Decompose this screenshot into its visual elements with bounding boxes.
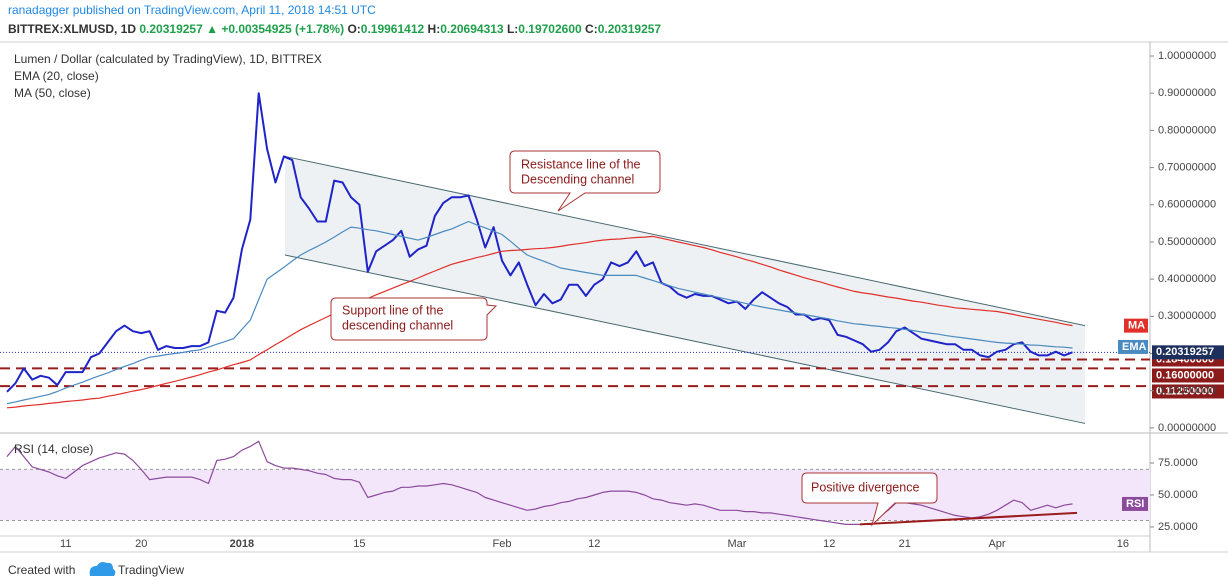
ma-tag-box (1124, 318, 1148, 333)
x-tick-label: 12 (588, 538, 600, 550)
ohlc-value: 0.19961412 (361, 22, 425, 36)
y-tick-label: 0.90000000 (1158, 87, 1216, 99)
series-line (6, 440, 1073, 525)
x-tick-label: Apr (988, 538, 1005, 550)
change: ▲ +0.00354925 (+1.78%) (206, 22, 344, 36)
rsi-tag-box (1122, 496, 1148, 511)
y-tick-label: 50.0000 (1158, 489, 1198, 501)
callout-text: Resistance line of the (521, 157, 641, 171)
support-line (284, 254, 1086, 424)
x-tick-label: 2018 (230, 538, 254, 550)
x-tick-label: 16 (1117, 538, 1129, 550)
x-tick-label: 11 (60, 538, 71, 550)
ohlc-label: L: (507, 22, 518, 36)
series-line (6, 92, 1073, 393)
rsi-title: RSI (14, close) (14, 442, 93, 456)
last-price: 0.20319257 (139, 22, 203, 36)
legend-entry: EMA (20, close) (14, 69, 99, 83)
plot: 0.184000000.160000000.112500000.00000000… (0, 50, 1224, 550)
callout: Support line of the descending channel (330, 297, 498, 341)
legend-entry: MA (50, close) (14, 86, 91, 100)
callout: Resistance line of the Descending channe… (509, 150, 661, 212)
callout-text: Descending channel (521, 172, 634, 186)
rsi-band (0, 469, 1150, 521)
series-line (6, 235, 1073, 409)
callout-box (330, 297, 498, 341)
ohlc-value: 0.20319257 (598, 22, 662, 36)
callout-box (801, 472, 938, 527)
x-tick-label: Feb (493, 538, 512, 550)
footer: Created with TradingView (8, 562, 184, 577)
footer-brand: TradingView (118, 563, 184, 577)
y-tick-label: 0.00000000 (1158, 422, 1216, 434)
legend-title: Lumen / Dollar (calculated by TradingVie… (14, 52, 322, 66)
ema-tag-box (1118, 339, 1148, 354)
x-tick-label: 15 (353, 538, 365, 550)
ema-tag: EMA (1122, 341, 1147, 353)
x-tick-label: 20 (135, 538, 147, 550)
callout: Positive divergence (801, 472, 938, 527)
callout-box (509, 150, 661, 212)
ohlc-label: O: (347, 22, 360, 36)
ohlc-value: 0.20694313 (440, 22, 504, 36)
logo (89, 562, 116, 576)
level-label: 0.11250000 (1156, 385, 1214, 397)
y-tick-label: 0.10000000 (1158, 385, 1216, 397)
y-tick-label: 1.00000000 (1158, 50, 1216, 62)
resistance-line (284, 155, 1086, 327)
level-label: 0.16000000 (1156, 369, 1214, 381)
rsi-tag: RSI (1126, 498, 1144, 510)
y-tick-label: 0.80000000 (1158, 124, 1216, 136)
callout-text: descending channel (342, 318, 453, 332)
y-tick-label: 0.60000000 (1158, 199, 1216, 211)
y-tick-label: 0.40000000 (1158, 273, 1216, 285)
current-price-label: 0.20319257 (1156, 346, 1214, 358)
ohlc-label: H: (428, 22, 441, 36)
y-tick-label: 0.70000000 (1158, 161, 1216, 173)
x-tick-label: Mar (727, 538, 746, 550)
y-tick-label: 75.0000 (1158, 457, 1198, 469)
callout-text: Support line of the (342, 303, 444, 317)
callout-text: Positive divergence (811, 480, 919, 494)
symbol: BITTREX:XLMUSD, 1D (8, 22, 136, 36)
published: ranadagger published on TradingView.com,… (8, 3, 376, 17)
footer-text: Created with (8, 563, 75, 577)
ohlc-value: 0.19702600 (518, 22, 582, 36)
level-tag (1152, 368, 1224, 383)
y-tick-label: 0.30000000 (1158, 310, 1216, 322)
level-tag (1152, 384, 1224, 399)
divergence-line (859, 511, 1078, 526)
x-tick-label: 21 (899, 538, 911, 550)
x-tick-label: 12 (823, 538, 835, 550)
series-line (6, 220, 1073, 405)
publish-line: ranadagger published on TradingView.com,… (8, 3, 376, 17)
y-tick-label: 0.50000000 (1158, 236, 1216, 248)
current-price-tag (1152, 345, 1224, 360)
y-tick-label: 25.0000 (1158, 521, 1198, 533)
ma-tag: MA (1128, 320, 1145, 332)
symbol-line: BITTREX:XLMUSD, 1D 0.20319257 ▲ +0.00354… (8, 22, 661, 36)
ohlc-label: C: (585, 22, 598, 36)
